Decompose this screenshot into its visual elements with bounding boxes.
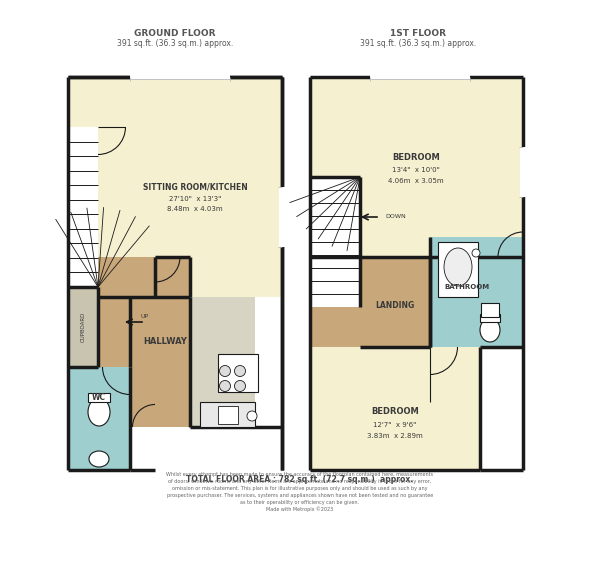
Text: 1ST FLOOR: 1ST FLOOR (390, 29, 446, 39)
Polygon shape (98, 257, 190, 427)
Bar (430, 237, 523, 347)
Bar (310, 307, 360, 347)
Text: 391 sq.ft. (36.3 sq.m.) approx.: 391 sq.ft. (36.3 sq.m.) approx. (360, 39, 476, 48)
Text: TOTAL FLOOR AREA : 782 sq.ft. (72.7 sq.m.)  approx.: TOTAL FLOOR AREA : 782 sq.ft. (72.7 sq.m… (187, 475, 413, 484)
Circle shape (220, 366, 230, 376)
Bar (520, 147, 527, 197)
Text: BATHROOM: BATHROOM (445, 284, 490, 290)
Text: 3.83m  x 2.89m: 3.83m x 2.89m (367, 433, 423, 439)
Circle shape (220, 380, 230, 391)
Text: 12'7"  x 9'6": 12'7" x 9'6" (373, 422, 416, 428)
Bar (68, 127, 98, 287)
Text: GROUND FLOOR: GROUND FLOOR (134, 29, 216, 39)
Text: BEDROOM: BEDROOM (371, 408, 419, 417)
Bar (310, 347, 480, 470)
Bar (130, 73, 230, 80)
Bar (310, 77, 523, 257)
Ellipse shape (444, 248, 472, 286)
Ellipse shape (480, 318, 500, 342)
Text: 8.48m  x 4.03m: 8.48m x 4.03m (167, 206, 223, 212)
Bar (438, 242, 478, 297)
Text: UP: UP (141, 315, 149, 319)
Circle shape (247, 411, 257, 421)
Bar (310, 177, 360, 307)
Text: CUPBOARD: CUPBOARD (80, 312, 86, 342)
Bar (480, 314, 500, 322)
Bar (481, 303, 499, 317)
Text: 391 sq.ft. (36.3 sq.m.) approx.: 391 sq.ft. (36.3 sq.m.) approx. (117, 39, 233, 48)
Circle shape (235, 380, 245, 391)
Ellipse shape (88, 398, 110, 426)
Text: 27'10"  x 13'3": 27'10" x 13'3" (169, 196, 221, 202)
Ellipse shape (89, 451, 109, 467)
Bar (68, 287, 98, 367)
Text: 4.06m  x 3.05m: 4.06m x 3.05m (388, 178, 444, 184)
Text: BEDROOM: BEDROOM (392, 153, 440, 162)
Circle shape (472, 249, 480, 257)
Text: HALLWAY: HALLWAY (143, 337, 187, 346)
Circle shape (235, 366, 245, 376)
Text: LANDING: LANDING (376, 301, 415, 310)
Bar (360, 257, 430, 347)
Text: SITTING ROOM/KITCHEN: SITTING ROOM/KITCHEN (143, 183, 247, 192)
Text: WC: WC (92, 392, 106, 401)
Bar (68, 77, 282, 297)
Bar (190, 297, 255, 427)
Bar (68, 367, 130, 470)
Bar (218, 406, 238, 424)
Bar (279, 187, 286, 247)
Text: Whilst every attempt has been made to ensure the accuracy of the floorplan conta: Whilst every attempt has been made to en… (166, 472, 434, 513)
Bar (218, 354, 258, 392)
Bar (200, 402, 255, 427)
Text: 13'4"  x 10'0": 13'4" x 10'0" (392, 167, 440, 173)
Bar (88, 393, 110, 402)
Text: DOWN: DOWN (385, 214, 406, 219)
Bar (370, 73, 470, 80)
